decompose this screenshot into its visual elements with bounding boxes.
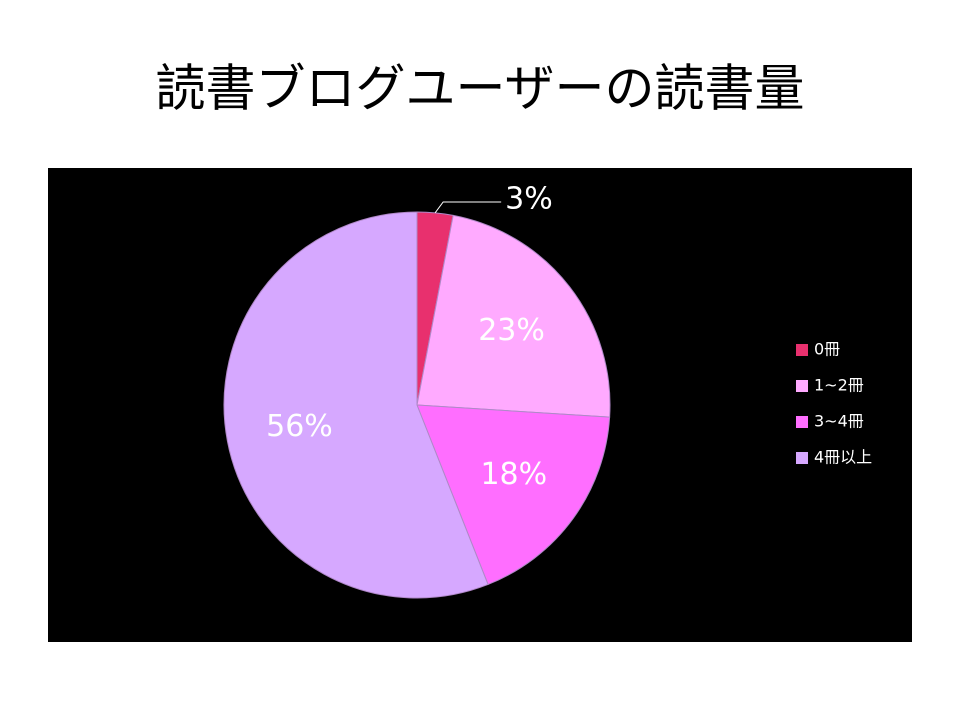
legend-label: 0冊 (814, 340, 840, 359)
pie-slice (416, 214, 611, 418)
chart-title: 読書ブログユーザーの読書量 (156, 60, 805, 118)
leader-line (434, 201, 502, 214)
legend-label: 1~2冊 (814, 376, 864, 395)
legend-swatch (796, 452, 808, 464)
legend-swatch (796, 416, 808, 428)
legend-swatch (796, 344, 808, 356)
data-label: 18% (480, 457, 547, 492)
legend-swatch (796, 380, 808, 392)
data-label: 23% (478, 313, 545, 348)
legend-label: 3~4冊 (814, 412, 864, 431)
data-label: 56% (266, 409, 333, 444)
data-label: 3% (505, 182, 553, 217)
legend-label: 4冊以上 (814, 448, 872, 467)
pie-slice (223, 211, 489, 599)
pie-slice (416, 404, 611, 586)
